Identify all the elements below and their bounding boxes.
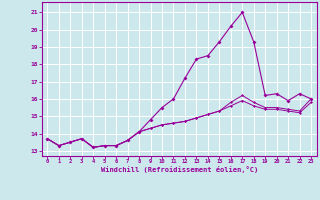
X-axis label: Windchill (Refroidissement éolien,°C): Windchill (Refroidissement éolien,°C) (100, 166, 258, 173)
